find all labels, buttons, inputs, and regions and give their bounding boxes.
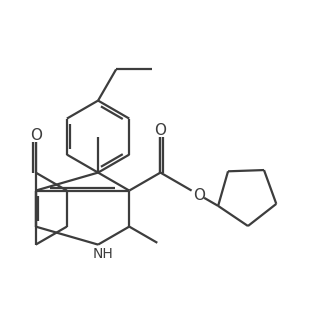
Text: O: O: [30, 128, 42, 143]
Text: O: O: [154, 122, 166, 138]
Text: NH: NH: [93, 246, 114, 261]
Text: O: O: [193, 187, 205, 203]
